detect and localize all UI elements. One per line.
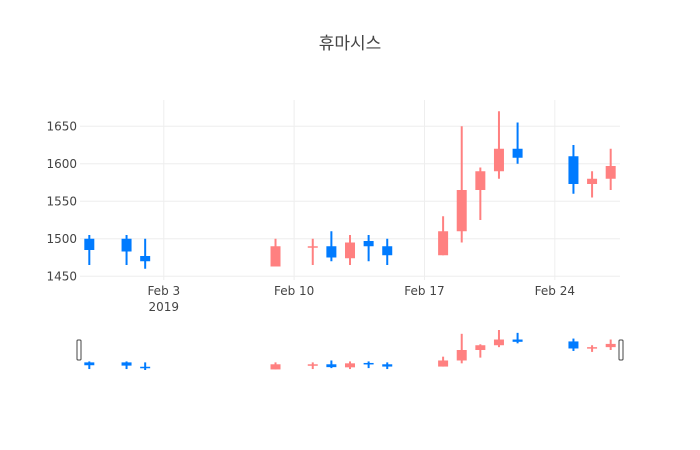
candle-body <box>568 156 579 184</box>
rangeslider-candle-body <box>363 362 374 365</box>
rangeslider-candle <box>270 362 281 370</box>
y-tick-label: 1600 <box>46 157 77 171</box>
x-tick-label: Feb 3 <box>147 284 180 298</box>
candle[interactable] <box>363 235 374 262</box>
candle[interactable] <box>493 111 504 179</box>
rangeslider-candle <box>568 338 579 351</box>
rangeslider-candle <box>121 361 132 370</box>
candle-body <box>438 231 449 256</box>
rangeslider-candle <box>438 356 449 367</box>
candle[interactable] <box>587 171 598 198</box>
candle[interactable] <box>270 238 281 267</box>
rangeslider-candle <box>363 361 374 369</box>
candle[interactable] <box>345 235 355 265</box>
rangeslider-candle <box>512 332 523 344</box>
rangeslider-candle-body <box>587 347 598 349</box>
candle[interactable] <box>512 122 523 164</box>
y-tick-label: 1550 <box>46 194 77 208</box>
candle-body <box>512 148 523 158</box>
candles-layer[interactable] <box>84 111 616 269</box>
candle[interactable] <box>475 167 486 221</box>
rangeslider-candle-body <box>121 362 132 366</box>
candle-body <box>493 148 504 172</box>
x-tick-label: Feb 10 <box>274 284 314 298</box>
y-tick-label: 1650 <box>46 119 77 133</box>
rangeslider-candle <box>587 345 598 352</box>
candle-body <box>140 256 151 262</box>
candle-body <box>84 238 95 250</box>
candle[interactable] <box>456 126 467 243</box>
rangeslider-candle-body <box>605 343 616 348</box>
candle-body <box>456 190 467 232</box>
x-tick-label: Feb 17 <box>404 284 444 298</box>
candle-body <box>270 246 281 267</box>
rangeslider-candle <box>456 333 467 364</box>
rangeslider-candle-body <box>438 360 449 367</box>
candle[interactable] <box>121 235 132 265</box>
x-tick-label: Feb 24 <box>535 284 575 298</box>
rangeslider-candle <box>475 344 486 358</box>
candle[interactable] <box>84 235 95 265</box>
candle-body <box>326 246 337 258</box>
y-tick-label: 1450 <box>46 269 77 283</box>
x-axis-ticks: Feb 3 2019 Feb 10 Feb 17 Feb 24 <box>147 284 575 314</box>
y-axis-ticks: 1450 1500 1550 1600 1650 <box>46 119 77 283</box>
candle-body <box>307 246 318 248</box>
candle-body <box>605 166 616 179</box>
rangeslider-candle <box>493 330 504 348</box>
rangeslider-candle <box>326 360 337 369</box>
chart-title: 휴마시스 <box>319 34 382 54</box>
y-tick-label: 1500 <box>46 232 77 246</box>
x-tick-year-label: 2019 <box>149 300 180 314</box>
rangeslider-candle <box>307 362 318 370</box>
candle[interactable] <box>140 238 151 269</box>
candle[interactable] <box>605 148 616 190</box>
candle-body <box>587 178 598 184</box>
rangeslider-candle <box>605 339 616 350</box>
rangeslider-candle-body <box>307 364 318 366</box>
rangeslider-candle-body <box>512 339 523 342</box>
rangeslider-candle <box>84 361 95 370</box>
candle[interactable] <box>438 216 449 256</box>
rangeslider-candle-body <box>382 364 393 367</box>
candle[interactable] <box>382 238 393 265</box>
rangeslider-candle <box>345 361 355 370</box>
rangeslider-candle-body <box>568 341 579 349</box>
candle[interactable] <box>307 238 318 265</box>
rangeslider-candle-body <box>493 339 504 346</box>
rangeslider-candle-body <box>140 366 151 369</box>
candle-body <box>363 241 374 247</box>
candle-body <box>345 242 355 259</box>
rangeslider-handle-left[interactable] <box>76 339 82 361</box>
rangeslider-candle <box>140 362 151 370</box>
candle[interactable] <box>568 145 579 194</box>
candle-body <box>121 238 132 252</box>
rangeslider-candle-body <box>456 350 467 361</box>
rangeslider-handle-right[interactable] <box>618 339 624 361</box>
candle-body <box>475 171 486 190</box>
rangeslider-candle-body <box>475 345 486 350</box>
candle-body <box>382 246 393 256</box>
grid-layer <box>80 100 620 280</box>
candle[interactable] <box>326 231 337 262</box>
rangeslider-candle-body <box>270 364 281 370</box>
rangeslider-candle-body <box>326 364 337 368</box>
rangeslider-candle <box>382 362 393 370</box>
range-slider[interactable] <box>76 330 624 370</box>
rangeslider-candle-body <box>84 362 95 366</box>
rangeslider-candle-body <box>345 363 355 368</box>
